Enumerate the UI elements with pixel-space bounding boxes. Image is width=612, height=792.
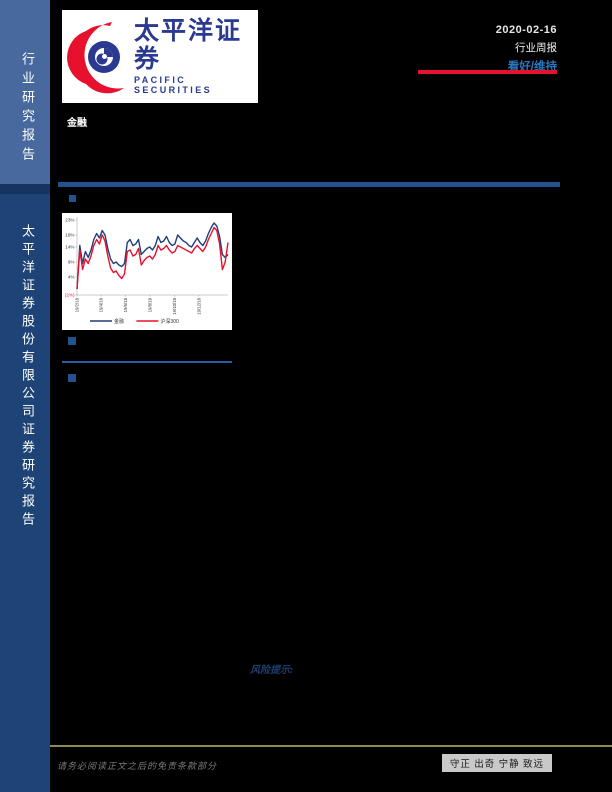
pacific-logo-mark bbox=[67, 21, 124, 93]
sector-performance-chart: 23% 18% 14% 9% 4% (2%) 19/2/18 19/4/18 19/6/18 19… bbox=[62, 213, 232, 330]
footer-motto-box: 守正 出奇 宁静 致远 bbox=[442, 754, 552, 772]
company-logo: 太平洋证券 PACIFIC SECURITIES bbox=[62, 10, 258, 103]
svg-text:(2%): (2%) bbox=[65, 293, 75, 298]
sidebar-company-label: 太平洋证券股份有限公司证券研究报告 bbox=[20, 224, 35, 530]
logo-chinese-name: 太平洋证券 bbox=[134, 17, 243, 73]
section-bullet-icon bbox=[68, 337, 76, 345]
report-type: 行业周报 bbox=[515, 42, 557, 54]
svg-text:18%: 18% bbox=[65, 233, 74, 238]
footer-disclaimer: 请务必阅读正文之后的免责条款部分 bbox=[57, 761, 218, 771]
sidebar-report-type-label: 行业研究报告 bbox=[20, 52, 35, 166]
section-divider-line bbox=[62, 361, 232, 363]
svg-text:19/8/18: 19/8/18 bbox=[147, 297, 152, 312]
svg-text:沪深300: 沪深300 bbox=[160, 318, 179, 325]
sidebar-bottom-section bbox=[0, 184, 50, 792]
sidebar-top-section bbox=[0, 0, 50, 184]
section-bullet-icon bbox=[69, 195, 76, 202]
section-bullet-icon bbox=[68, 374, 76, 382]
svg-text:19/10/18: 19/10/18 bbox=[172, 297, 177, 314]
svg-text:19/6/18: 19/6/18 bbox=[123, 297, 128, 312]
logo-english-name: PACIFIC SECURITIES bbox=[134, 75, 213, 95]
report-meta-block: 2020-02-16 行业周报 看好/维持 bbox=[297, 24, 557, 74]
sidebar-divider-band bbox=[0, 184, 50, 194]
industry-category-label: 金融 bbox=[67, 118, 87, 129]
footer-rule bbox=[50, 745, 612, 747]
svg-text:19/12/18: 19/12/18 bbox=[196, 297, 201, 314]
risk-warning-label: 风险提示: bbox=[250, 665, 294, 676]
sector-performance-chart-svg: 23% 18% 14% 9% 4% (2%)19/2/18 19/4/18 19/6/18 19… bbox=[65, 217, 229, 325]
svg-text:23%: 23% bbox=[65, 218, 74, 223]
svg-text:19/2/18: 19/2/18 bbox=[75, 297, 80, 312]
report-date: 2020-02-16 bbox=[495, 24, 557, 36]
header-divider-rule bbox=[58, 182, 560, 187]
svg-text:9%: 9% bbox=[68, 260, 75, 265]
svg-text:金融: 金融 bbox=[114, 318, 124, 325]
svg-text:19/4/18: 19/4/18 bbox=[99, 297, 104, 312]
svg-text:14%: 14% bbox=[65, 245, 74, 250]
svg-text:4%: 4% bbox=[68, 275, 75, 280]
rating-underline-rule bbox=[418, 70, 557, 74]
footer-motto: 守正 出奇 宁静 致远 bbox=[449, 760, 545, 770]
